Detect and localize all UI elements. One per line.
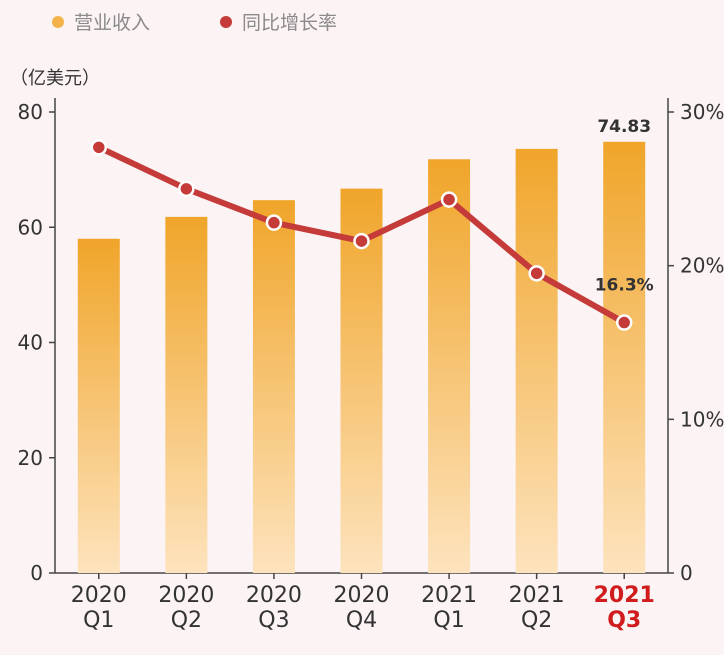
x-tick-label-quarter: Q2 [171,608,202,633]
x-tick-label-year: 2021 [509,583,565,608]
x-tick-label-year: 2020 [334,583,390,608]
growth-point [90,139,108,156]
y-left-tick-label: 60 [18,215,43,239]
growth-point [440,191,458,208]
unit-label: （亿美元） [10,68,100,89]
y-right-tick-label: 10% [680,407,724,431]
data-label: 16.3% [595,276,654,296]
x-tick-label-year: 2021 [594,583,655,608]
legend-item-growth: 同比增长率 [220,8,337,35]
legend: 营业收入 同比增长率 [52,8,407,35]
bar [252,200,295,573]
x-tick-label-quarter: Q3 [607,608,641,633]
x-tick-label-year: 2021 [421,583,477,608]
y-left-tick-label: 20 [18,446,43,470]
bar [77,238,120,573]
y-left-tick-label: 40 [18,331,43,355]
bar [515,148,558,573]
legend-growth-label: 同比增长率 [242,12,338,34]
data-label: 74.83 [597,117,651,137]
legend-revenue-dot-icon [52,15,64,28]
y-right-tick-label: 0 [680,561,693,585]
growth-point [265,214,283,231]
x-tick-label-year: 2020 [246,583,302,608]
y-left-tick-label: 0 [30,561,43,585]
growth-point [528,265,545,282]
legend-revenue-label: 营业收入 [74,12,151,34]
x-tick-label-year: 2020 [158,583,214,608]
bar [340,188,383,574]
x-tick-label-quarter: Q2 [521,608,552,633]
legend-growth-dot-icon [220,15,233,28]
x-tick-label-quarter: Q3 [258,608,289,633]
y-left-tick-label: 80 [18,100,43,124]
bar [165,216,208,573]
x-tick-label-quarter: Q1 [433,608,464,633]
growth-point [178,180,195,198]
x-tick-label-quarter: Q1 [83,608,114,633]
y-right-tick-label: 30% [680,100,724,124]
bar [603,141,646,574]
growth-point [615,314,633,331]
x-tick-label-quarter: Q4 [346,608,377,633]
growth-point [353,232,370,250]
legend-item-revenue: 营业收入 [52,8,150,35]
bar [428,159,471,573]
y-right-tick-label: 20% [680,254,724,278]
x-tick-label-year: 2020 [71,583,127,608]
